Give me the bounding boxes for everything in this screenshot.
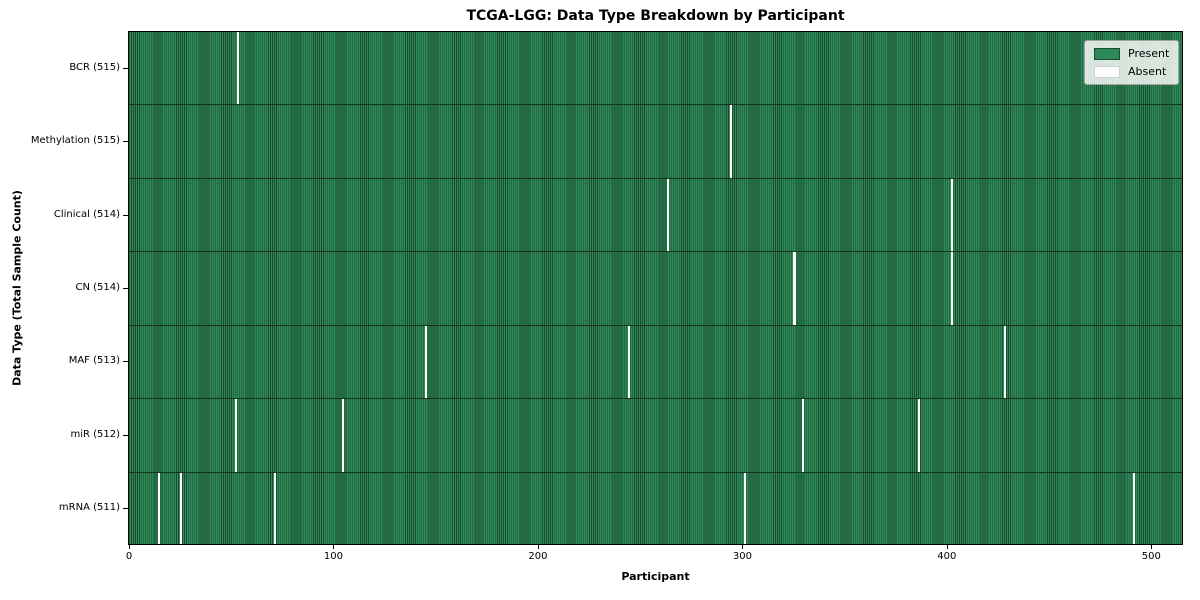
absent-mark-mir-329 xyxy=(801,399,804,472)
x-tick-mark-300 xyxy=(742,545,744,549)
y-tick-mark-maf xyxy=(123,361,128,363)
x-tick-label-200: 200 xyxy=(528,551,548,562)
y-tick-label-cn: CN (514) xyxy=(75,282,120,293)
y-tick-label-clinical: Clinical (514) xyxy=(53,208,120,220)
absent-mark-maf-428 xyxy=(1004,325,1007,399)
plot-area xyxy=(128,31,1183,545)
data-row-cn xyxy=(129,252,1182,326)
absent-mark-mrna-491 xyxy=(1132,472,1135,544)
x-tick-label-300: 300 xyxy=(732,551,752,562)
y-tick-mark-mir xyxy=(123,434,128,436)
absent-mark-clinical-402 xyxy=(950,178,953,252)
absent-mark-clinical-263 xyxy=(666,178,669,252)
y-tick-label-mrna: mRNA (511) xyxy=(58,502,120,514)
absent-mark-mrna-25 xyxy=(180,472,183,544)
y-tick-mark-mrna xyxy=(123,508,128,510)
x-tick-label-400: 400 xyxy=(937,551,957,562)
present-swatch xyxy=(1094,47,1120,60)
data-row-clinical xyxy=(129,178,1182,253)
absent-swatch xyxy=(1094,65,1120,78)
x-tick-mark-200 xyxy=(537,545,539,549)
data-row-mrna xyxy=(129,472,1182,544)
y-tick-label-mir: miR (512) xyxy=(70,428,120,440)
absent-mark-cn-325 xyxy=(793,252,796,325)
legend-item-absent: Absent xyxy=(1094,65,1169,78)
absent-mark-mrna-14 xyxy=(157,472,160,544)
data-row-methylation xyxy=(129,105,1182,179)
legend-label-present: Present xyxy=(1128,47,1170,60)
legend: Present Absent xyxy=(1084,40,1180,85)
absent-mark-bcr-53 xyxy=(237,32,240,105)
x-tick-label-500: 500 xyxy=(1141,551,1161,562)
y-tick-mark-bcr xyxy=(123,67,128,69)
chart-title: TCGA-LGG: Data Type Breakdown by Partici… xyxy=(466,8,845,24)
y-tick-label-maf: MAF (513) xyxy=(68,355,120,367)
x-tick-mark-0 xyxy=(129,545,131,549)
absent-mark-methylation-294 xyxy=(730,105,733,178)
y-tick-label-bcr: BCR (515) xyxy=(69,61,120,73)
absent-mark-maf-145 xyxy=(425,325,428,399)
data-row-maf xyxy=(129,325,1182,400)
absent-mark-mrna-301 xyxy=(744,472,747,544)
x-tick-mark-400 xyxy=(946,545,948,549)
data-row-mir xyxy=(129,399,1182,473)
x-tick-mark-100 xyxy=(333,545,335,549)
absent-mark-mrna-71 xyxy=(274,472,277,544)
x-axis-title: Participant xyxy=(621,570,690,583)
x-tick-mark-500 xyxy=(1151,545,1153,549)
y-tick-mark-cn xyxy=(123,288,128,289)
absent-mark-cn-402 xyxy=(950,252,953,325)
absent-mark-maf-244 xyxy=(627,325,630,399)
data-row-bcr xyxy=(129,32,1182,106)
x-tick-label-0: 0 xyxy=(125,551,133,562)
absent-mark-mir-104 xyxy=(341,399,344,472)
absent-mark-mir-52 xyxy=(235,399,238,472)
absent-mark-mir-386 xyxy=(918,399,921,472)
y-tick-mark-methylation xyxy=(123,141,128,143)
y-tick-mark-clinical xyxy=(123,214,128,216)
y-tick-label-methylation: Methylation (515) xyxy=(30,135,120,147)
legend-label-absent: Absent xyxy=(1128,65,1167,78)
x-tick-label-100: 100 xyxy=(323,551,344,562)
legend-item-present: Present xyxy=(1094,47,1169,60)
